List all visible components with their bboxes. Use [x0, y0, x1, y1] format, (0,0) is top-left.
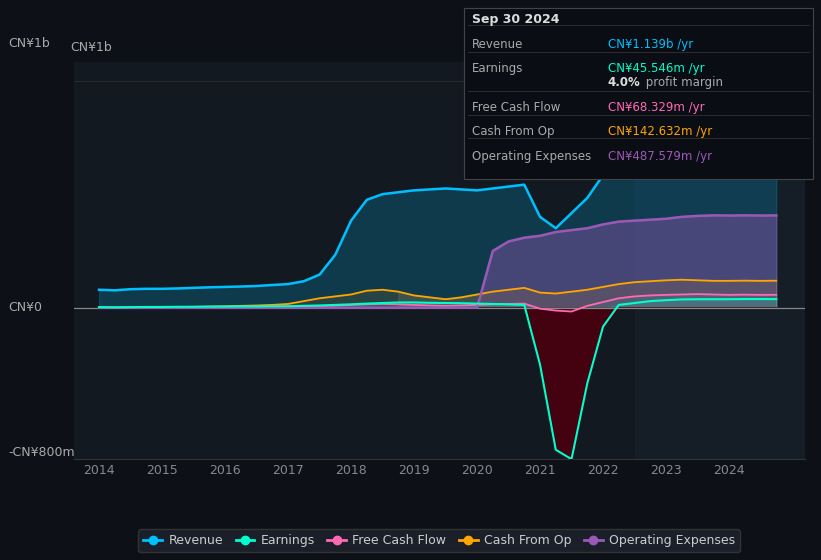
- Text: Cash From Op: Cash From Op: [472, 125, 554, 138]
- Text: profit margin: profit margin: [642, 76, 723, 88]
- Text: CN¥1b: CN¥1b: [8, 38, 50, 50]
- Text: CN¥45.546m /yr: CN¥45.546m /yr: [608, 62, 704, 74]
- Text: Operating Expenses: Operating Expenses: [472, 150, 591, 162]
- Text: CN¥142.632m /yr: CN¥142.632m /yr: [608, 125, 712, 138]
- Text: Earnings: Earnings: [472, 62, 524, 74]
- Text: CN¥487.579m /yr: CN¥487.579m /yr: [608, 150, 712, 162]
- Text: CN¥1.139b /yr: CN¥1.139b /yr: [608, 38, 693, 50]
- Text: Sep 30 2024: Sep 30 2024: [472, 13, 560, 26]
- Text: CN¥68.329m /yr: CN¥68.329m /yr: [608, 101, 704, 114]
- Bar: [635, 62, 811, 459]
- Text: Revenue: Revenue: [472, 38, 524, 50]
- Text: CN¥1b: CN¥1b: [71, 41, 112, 54]
- Text: 4.0%: 4.0%: [608, 76, 640, 88]
- Text: CN¥0: CN¥0: [8, 301, 42, 314]
- Text: -CN¥800m: -CN¥800m: [8, 446, 75, 459]
- Legend: Revenue, Earnings, Free Cash Flow, Cash From Op, Operating Expenses: Revenue, Earnings, Free Cash Flow, Cash …: [139, 529, 740, 552]
- Text: Free Cash Flow: Free Cash Flow: [472, 101, 561, 114]
